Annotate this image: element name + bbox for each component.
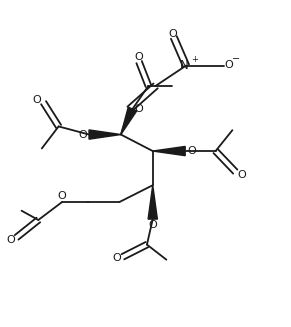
Text: O: O (187, 146, 196, 156)
Polygon shape (89, 130, 121, 139)
Text: O: O (33, 95, 42, 105)
Text: O: O (6, 235, 15, 245)
Text: O: O (237, 169, 246, 180)
Text: +: + (191, 55, 198, 64)
Text: O: O (134, 104, 143, 114)
Text: −: − (232, 54, 240, 64)
Text: O: O (169, 29, 178, 39)
Text: O: O (78, 129, 87, 140)
Text: O: O (135, 52, 143, 62)
Text: O: O (148, 220, 157, 231)
Polygon shape (121, 107, 137, 134)
Text: O: O (58, 191, 66, 201)
Polygon shape (148, 185, 157, 219)
Text: O: O (225, 60, 233, 70)
Text: O: O (112, 253, 121, 263)
Text: N: N (180, 59, 189, 72)
Polygon shape (153, 146, 185, 156)
